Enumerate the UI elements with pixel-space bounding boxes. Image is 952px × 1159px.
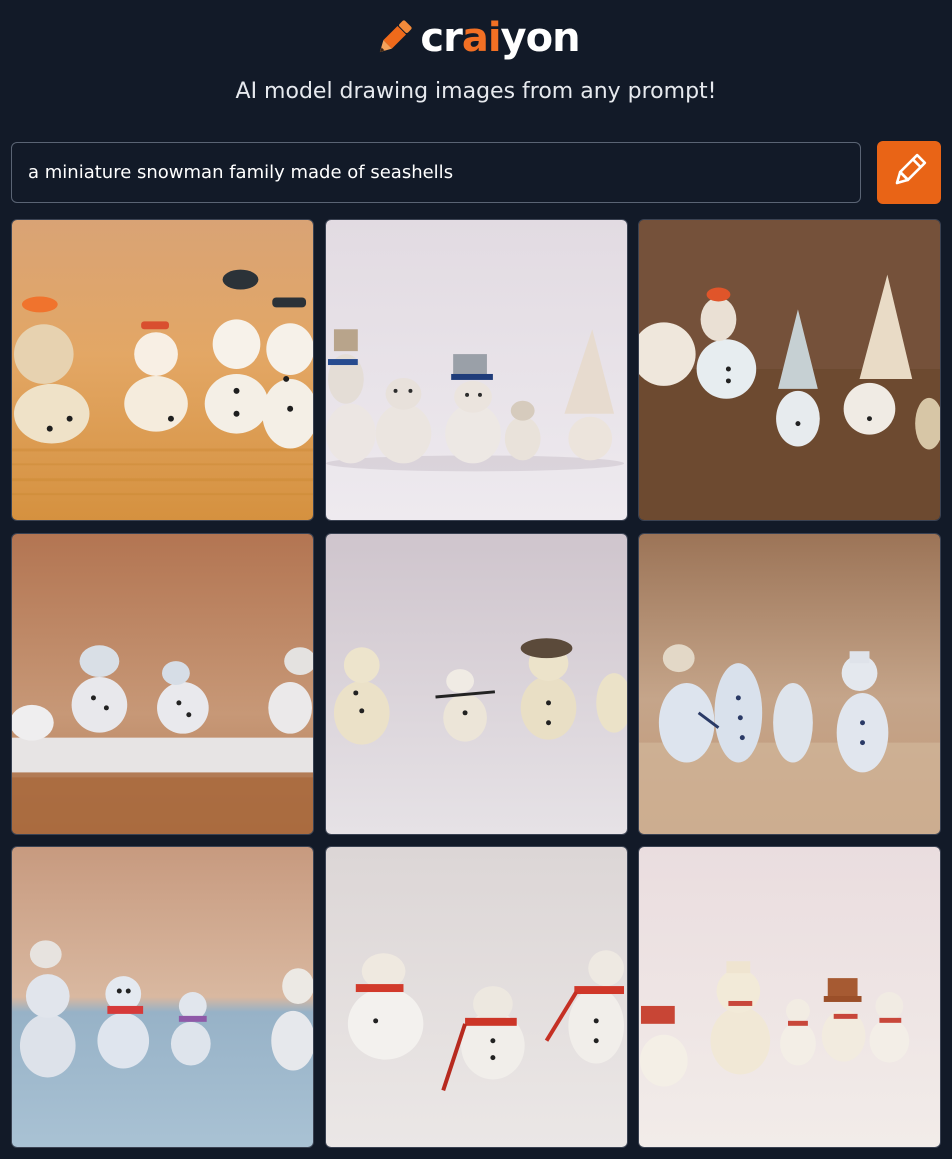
- result-image-6[interactable]: [638, 532, 941, 835]
- result-image-1[interactable]: [11, 219, 314, 521]
- result-image-5[interactable]: [324, 532, 628, 835]
- prompt-input[interactable]: [11, 142, 861, 203]
- pencil-icon: [372, 16, 416, 60]
- logo-wordmark: craiyon: [420, 15, 580, 61]
- result-image-4[interactable]: [11, 532, 314, 835]
- tagline: AI model drawing images from any prompt!: [235, 79, 717, 104]
- result-image-9[interactable]: [638, 846, 941, 1148]
- pencil-icon: [889, 151, 929, 194]
- results-grid: [11, 219, 941, 1148]
- result-image-3[interactable]: [638, 219, 941, 521]
- draw-button[interactable]: [877, 141, 941, 204]
- prompt-bar: [11, 141, 941, 204]
- logo[interactable]: craiyon: [0, 14, 952, 62]
- result-image-2[interactable]: [324, 219, 628, 521]
- result-image-8[interactable]: [324, 846, 628, 1148]
- result-image-7[interactable]: [11, 846, 314, 1148]
